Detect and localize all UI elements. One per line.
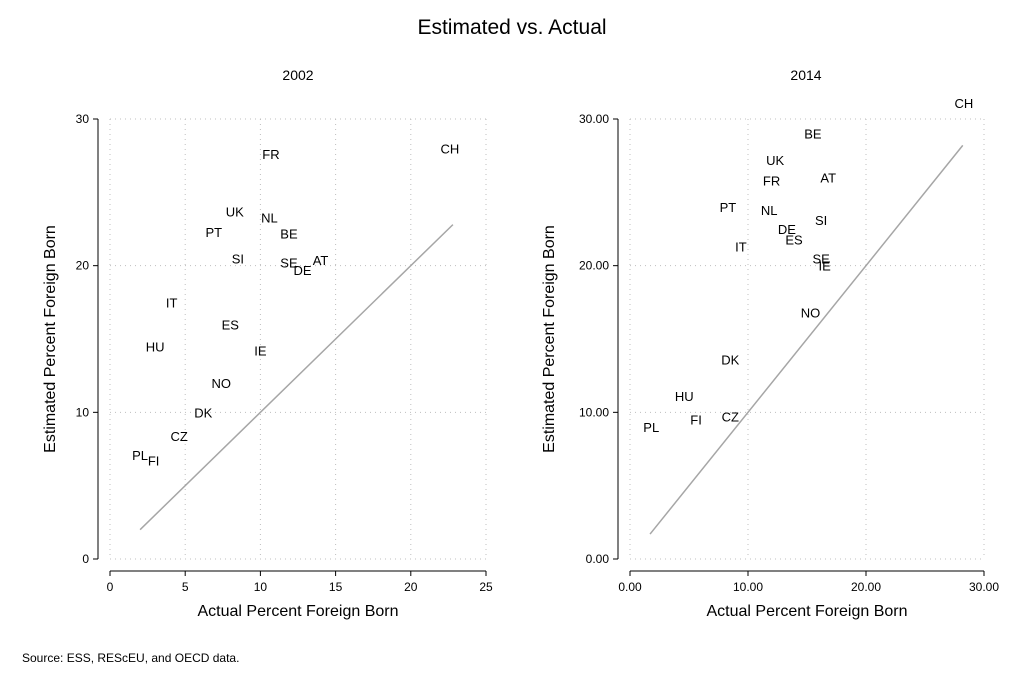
x-tick-label: 25	[479, 580, 493, 594]
y-tick-label: 30	[76, 112, 90, 126]
point-label-NO: NO	[212, 376, 232, 391]
panel-title: 2002	[282, 67, 313, 83]
point-label-SI: SI	[815, 213, 827, 228]
x-axis-label: Actual Percent Foreign Born	[198, 603, 399, 620]
x-tick-label: 0.00	[618, 580, 642, 594]
point-label-SI: SI	[232, 251, 244, 266]
point-label-PL: PL	[132, 448, 148, 463]
point-label-PT: PT	[205, 225, 222, 240]
x-tick-label: 20	[404, 580, 418, 594]
panel-title: 2014	[790, 67, 821, 83]
point-label-IE: IE	[819, 259, 832, 274]
point-label-SE: SE	[280, 256, 298, 271]
y-tick-label: 30.00	[579, 112, 609, 126]
point-label-NL: NL	[761, 203, 778, 218]
x-tick-label: 30.00	[969, 580, 999, 594]
x-tick-label: 20.00	[851, 580, 881, 594]
point-label-PL: PL	[643, 420, 659, 435]
y-tick-label: 20	[76, 259, 90, 273]
point-label-CZ: CZ	[722, 410, 739, 425]
y-tick-label: 20.00	[579, 259, 609, 273]
point-label-DK: DK	[194, 405, 212, 420]
point-label-ES: ES	[222, 317, 240, 332]
point-label-FR: FR	[763, 174, 780, 189]
y-tick-label: 10	[76, 405, 90, 419]
point-label-IT: IT	[735, 240, 747, 255]
y-tick-label: 0	[82, 552, 89, 566]
point-label-AT: AT	[313, 253, 329, 268]
point-label-DE: DE	[778, 222, 796, 237]
point-label-BE: BE	[804, 127, 822, 142]
x-tick-label: 15	[329, 580, 343, 594]
point-label-FI: FI	[690, 413, 702, 428]
x-tick-label: 10	[254, 580, 268, 594]
point-label-CZ: CZ	[171, 429, 188, 444]
point-label-UK: UK	[766, 153, 784, 168]
point-label-NO: NO	[801, 306, 821, 321]
point-label-IT: IT	[166, 295, 178, 310]
point-label-PT: PT	[720, 200, 737, 215]
point-label-UK: UK	[226, 204, 244, 219]
point-label-DE: DE	[293, 263, 311, 278]
point-label-CH: CH	[955, 96, 974, 111]
point-label-CH: CH	[441, 141, 460, 156]
point-label-AT: AT	[820, 171, 836, 186]
point-label-FR: FR	[262, 147, 279, 162]
point-label-HU: HU	[675, 389, 694, 404]
point-label-SE: SE	[812, 251, 830, 266]
scatter-panel-2002: 2002 0 5 10 15 20 25 0 10 20 30 Actual Percent Fore…	[42, 67, 493, 620]
point-label-DK: DK	[721, 353, 739, 368]
point-label-IE: IE	[254, 344, 267, 359]
point-label-NL: NL	[261, 210, 278, 225]
reference-line	[139, 224, 454, 531]
figure-title: Estimated vs. Actual	[417, 16, 607, 39]
x-axis-label: Actual Percent Foreign Born	[707, 603, 908, 620]
x-tick-label: 5	[182, 580, 189, 594]
x-tick-label: 0	[107, 580, 114, 594]
y-axis-label: Estimated Percent Foreign Born	[42, 225, 59, 453]
source-note: Source: ESS, REScEU, and OECD data.	[22, 651, 240, 665]
point-label-ES: ES	[785, 232, 803, 247]
x-tick-label: 10.00	[733, 580, 763, 594]
y-tick-label: 10.00	[579, 405, 609, 419]
scatter-panel-2014: 2014 0.00 10.00 20.00 30.00 0.00 10.00 20.00 30.…	[541, 67, 999, 620]
point-label-BE: BE	[280, 226, 298, 241]
point-label-HU: HU	[146, 339, 165, 354]
y-axis-label: Estimated Percent Foreign Born	[541, 225, 558, 453]
reference-line	[649, 144, 964, 535]
y-tick-label: 0.00	[586, 552, 610, 566]
point-label-FI: FI	[148, 454, 160, 469]
